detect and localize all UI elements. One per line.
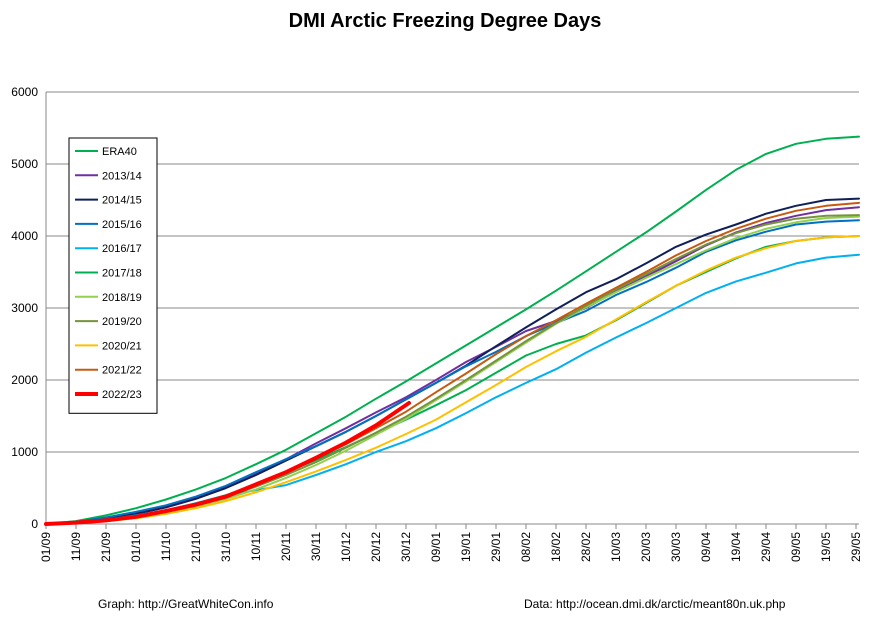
x-tick-label: 08/02 [519, 532, 533, 562]
legend-box [68, 137, 158, 414]
legend-label: 2016/17 [102, 243, 142, 255]
y-tick-label: 3000 [11, 301, 38, 315]
legend-label: 2014/15 [102, 195, 142, 207]
legend-label: 2021/22 [102, 365, 142, 377]
x-tick-label: 10/12 [339, 532, 353, 562]
x-tick-label: 20/11 [279, 532, 293, 561]
chart-title: DMI Arctic Freezing Degree Days [288, 10, 602, 32]
series-line-2020-21 [45, 235, 860, 525]
legend-label: 2020/21 [102, 340, 142, 352]
x-tick-label: 09/05 [789, 532, 803, 562]
series-line-2022-23 [44, 401, 411, 526]
x-tick-label: 11/09 [69, 532, 83, 561]
y-tick-label: 1000 [11, 445, 38, 459]
y-tick-label: 2000 [11, 373, 38, 387]
x-tick-label: 18/02 [549, 532, 563, 562]
x-tick-label: 31/10 [219, 532, 233, 562]
x-tick-label: 11/10 [159, 532, 173, 561]
x-tick-label: 30/03 [669, 532, 683, 562]
x-tick-label: 29/05 [849, 532, 863, 562]
legend-label: 2019/20 [102, 316, 142, 328]
legend: ERA40 2013/14 2014/15 2015/16 2016/17 2017/18… [68, 137, 158, 414]
x-tick-label: 29/01 [489, 532, 503, 562]
series-line-2018-19 [45, 215, 860, 525]
axes: 0 1000 2000 3000 4000 5000 6000 01/09 11/09 21/09… [11, 85, 863, 562]
legend-label: 2013/14 [102, 170, 142, 182]
gridlines [46, 91, 859, 453]
x-tick-label: 30/11 [309, 532, 323, 561]
series-line-2021-22 [45, 201, 860, 525]
x-tick-label: 19/05 [819, 532, 833, 562]
x-tick-label: 01/09 [39, 532, 53, 562]
legend-label: 2018/19 [102, 292, 142, 304]
x-tick-label: 28/02 [579, 532, 593, 562]
x-tick-label: 29/04 [759, 532, 773, 562]
y-tick-label: 5000 [11, 157, 38, 171]
x-tick-label: 09/01 [429, 532, 443, 562]
series-line-ERA40 [45, 135, 860, 525]
series-line-2014-15 [45, 197, 860, 525]
x-tick-label: 09/04 [699, 532, 713, 562]
y-tick-label: 4000 [11, 229, 38, 243]
x-tick-label: 19/01 [459, 532, 473, 562]
series-line-2013-14 [45, 206, 860, 525]
y-tick-label: 6000 [11, 85, 38, 99]
x-tick-label: 21/10 [189, 532, 203, 562]
legend-label: 2017/18 [102, 268, 142, 280]
x-tick-label: 21/09 [99, 532, 113, 562]
x-tick-label: 19/04 [729, 532, 743, 562]
data-credit: Data: http://ocean.dmi.dk/arctic/meant80… [524, 597, 786, 611]
y-tick-label: 0 [31, 517, 38, 531]
x-tick-label: 10/03 [609, 532, 623, 562]
legend-label: ERA40 [102, 146, 137, 158]
x-tick-label: 20/03 [639, 532, 653, 562]
x-tick-label: 01/10 [129, 532, 143, 562]
x-tick-label: 10/11 [249, 532, 263, 561]
legend-label: 2015/16 [102, 219, 142, 231]
series-line-2015-16 [45, 219, 860, 525]
series-lines [44, 135, 860, 526]
legend-label: 2022/23 [102, 389, 142, 401]
x-tick-label: 30/12 [399, 532, 413, 562]
graph-credit: Graph: http://GreatWhiteCon.info [98, 597, 274, 611]
x-tick-label: 20/12 [369, 532, 383, 562]
